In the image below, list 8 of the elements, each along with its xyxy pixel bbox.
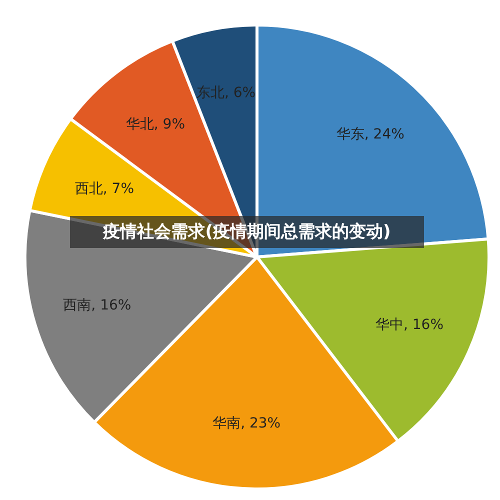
slice-label: 东北, 6% bbox=[196, 84, 256, 101]
slice-label: 华南, 23% bbox=[212, 416, 281, 432]
slice-label: 华北, 9% bbox=[126, 116, 186, 132]
slice-label: 华中, 16% bbox=[376, 317, 444, 334]
slice-label: 西南, 16% bbox=[63, 298, 132, 314]
slice-label: 华东, 24% bbox=[336, 126, 404, 142]
text: 疫情社会需求(疫情期间总需求的变动) bbox=[70, 216, 424, 248]
slice-label: 西北, 7% bbox=[74, 180, 134, 197]
